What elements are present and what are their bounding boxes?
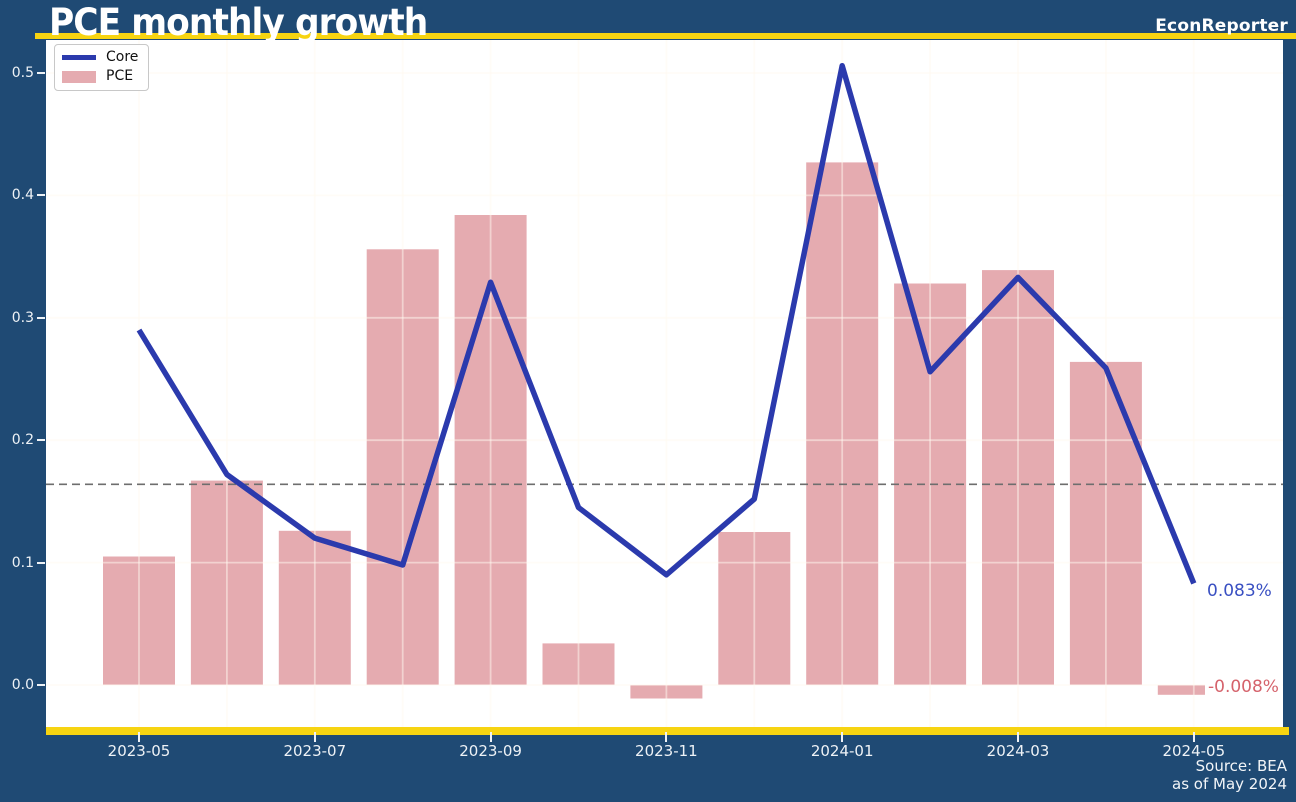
page-title: PCE monthly growth [49, 1, 428, 44]
x-tick-label: 2023-11 [635, 742, 698, 760]
core-last-value-annotation: 0.083% [1207, 581, 1272, 601]
y-tick-mark [37, 439, 45, 442]
x-tick-mark [665, 732, 668, 742]
y-tick-label: 0.3 [11, 309, 34, 326]
y-tick-mark [37, 561, 45, 564]
legend-item-pce: PCE [62, 69, 138, 84]
asof-note: as of May 2024 [1172, 775, 1287, 793]
x-tick-mark [1192, 732, 1195, 742]
x-tick-mark [1017, 732, 1019, 742]
legend: Core PCE [54, 44, 150, 91]
y-tick-label: 0.1 [11, 554, 34, 571]
y-tick-mark [37, 72, 45, 74]
x-tick-label: 2023-07 [283, 742, 347, 760]
brand-logo: EconReporter [1155, 16, 1288, 36]
x-tick-mark [841, 732, 844, 742]
y-tick-mark [37, 194, 45, 197]
x-tick-label: 2024-05 [1162, 742, 1226, 760]
x-tick-label: 2023-05 [107, 742, 171, 760]
legend-label-core: Core [106, 49, 139, 65]
source-note: Source: BEA [1195, 757, 1287, 775]
top-accent-rule [35, 33, 1296, 39]
bottom-accent-rule [46, 727, 1289, 735]
chart-svg [46, 40, 1283, 727]
y-tick-label: 0.5 [11, 65, 34, 81]
y-tick-mark [37, 316, 45, 319]
y-tick-label: 0.4 [11, 187, 34, 204]
pce-patch-swatch [62, 70, 96, 83]
y-tick-label: 0.0 [11, 677, 34, 693]
x-tick-label: 2024-03 [986, 742, 1050, 760]
pce-last-value-annotation: -0.008% [1205, 677, 1282, 697]
x-tick-label: 2023-09 [459, 742, 522, 760]
plot-area: Core PCE [46, 40, 1283, 727]
core-line-swatch [62, 55, 96, 60]
y-tick-label: 0.2 [11, 432, 34, 449]
x-tick-mark [138, 732, 140, 742]
legend-label-pce: PCE [106, 68, 134, 84]
x-tick-mark [489, 732, 492, 742]
x-tick-label: 2024-01 [810, 742, 874, 760]
y-tick-mark [37, 684, 45, 686]
core-line [136, 62, 1197, 585]
legend-item-core: Core [62, 50, 138, 65]
x-tick-mark [313, 732, 316, 742]
